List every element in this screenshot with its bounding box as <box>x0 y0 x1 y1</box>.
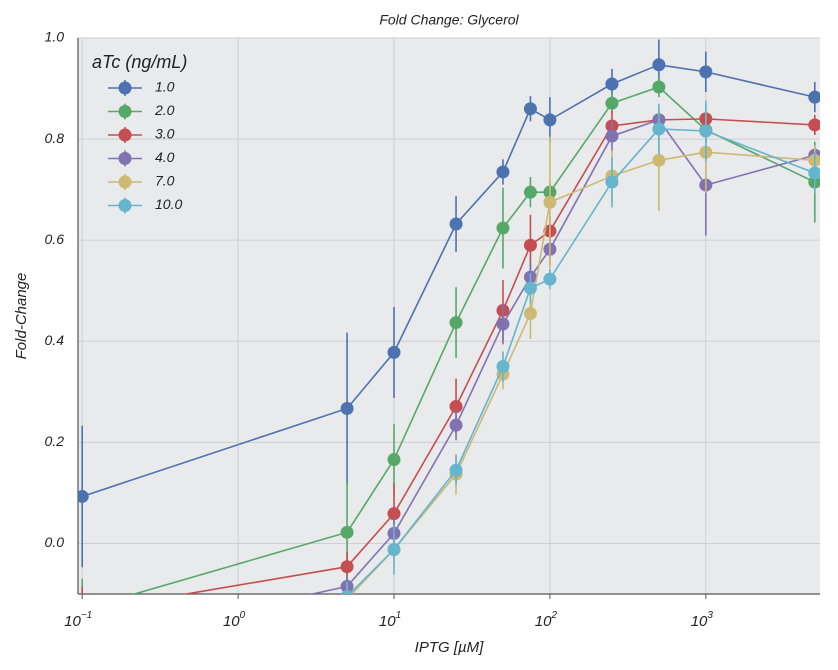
data-point <box>699 124 713 138</box>
legend-marker <box>118 81 132 95</box>
data-point <box>808 90 820 104</box>
data-point <box>699 65 713 79</box>
x-tick-base: 10 <box>64 613 81 630</box>
x-tick-exponent: −1 <box>81 610 92 621</box>
legend-marker <box>118 128 132 142</box>
data-point <box>652 80 666 94</box>
x-tick-label: 10−1 <box>64 610 92 630</box>
grid <box>78 37 820 594</box>
data-point <box>496 165 510 179</box>
data-point <box>808 166 820 180</box>
data-point <box>523 102 537 116</box>
x-tick-label: 100 <box>223 610 246 630</box>
x-tick-base: 10 <box>535 613 552 630</box>
data-point <box>808 118 820 132</box>
x-tick-exponent: 0 <box>240 610 246 621</box>
legend-label: 3.0 <box>155 126 175 142</box>
legend-label: 2.0 <box>154 102 175 118</box>
data-point <box>340 560 354 574</box>
plot-area <box>76 39 820 670</box>
legend-marker <box>118 199 132 212</box>
data-point <box>449 399 463 413</box>
x-tick-exponent: 3 <box>707 610 713 621</box>
series <box>76 100 820 670</box>
y-tick-label: 1.0 <box>45 29 65 45</box>
x-tick-label: 102 <box>535 610 558 630</box>
x-tick-base: 10 <box>223 613 240 630</box>
x-tick-base: 10 <box>691 613 708 630</box>
legend-title: aTc (ng/mL) <box>92 52 187 72</box>
series <box>78 39 820 568</box>
data-point <box>652 153 666 167</box>
data-point <box>605 77 619 91</box>
data-point <box>543 113 557 127</box>
legend-label: 4.0 <box>155 149 175 165</box>
data-point <box>387 453 401 467</box>
data-point <box>523 185 537 199</box>
data-point <box>449 316 463 330</box>
y-tick-label: 0.4 <box>45 332 65 348</box>
data-point <box>652 122 666 136</box>
data-point <box>496 360 510 374</box>
data-point <box>76 663 89 670</box>
data-point <box>387 507 401 521</box>
x-axis-label: IPTG [µM] <box>415 639 484 656</box>
data-point <box>341 590 354 594</box>
data-point <box>340 525 354 539</box>
data-point <box>76 638 89 651</box>
data-point <box>605 175 619 189</box>
y-tick-label: 0.0 <box>45 534 65 550</box>
data-point <box>496 221 510 235</box>
x-tick-label: 103 <box>691 610 714 630</box>
data-point <box>543 272 557 286</box>
data-point <box>496 317 510 331</box>
legend-marker <box>118 105 132 118</box>
data-point <box>523 306 537 320</box>
data-point <box>605 96 619 110</box>
x-tick-exponent: 1 <box>396 610 402 621</box>
data-point <box>449 217 463 231</box>
data-point <box>652 58 666 72</box>
data-point <box>449 418 463 432</box>
data-point <box>76 663 89 670</box>
legend-label: 10.0 <box>155 196 182 212</box>
legend-marker <box>118 152 132 165</box>
x-tick-base: 10 <box>379 613 396 630</box>
data-point <box>605 129 619 143</box>
data-point <box>387 543 401 557</box>
y-tick-label: 0.2 <box>45 433 65 449</box>
data-point <box>543 195 557 209</box>
legend-marker <box>118 175 132 189</box>
data-point <box>78 489 89 503</box>
legend-label: 1.0 <box>155 79 175 95</box>
y-tick-label: 0.8 <box>45 130 65 146</box>
data-point <box>449 463 463 477</box>
x-tick-exponent: 2 <box>550 610 557 621</box>
y-tick-label: 0.6 <box>45 231 65 247</box>
data-point <box>340 401 354 415</box>
legend-label: 7.0 <box>155 173 175 189</box>
data-point <box>523 238 537 252</box>
y-axis-label: Fold-Change <box>13 273 30 360</box>
data-point <box>387 345 401 359</box>
x-tick-label: 101 <box>379 610 401 630</box>
chart-title: Fold Change: Glycerol <box>379 12 519 28</box>
data-point <box>523 281 537 295</box>
